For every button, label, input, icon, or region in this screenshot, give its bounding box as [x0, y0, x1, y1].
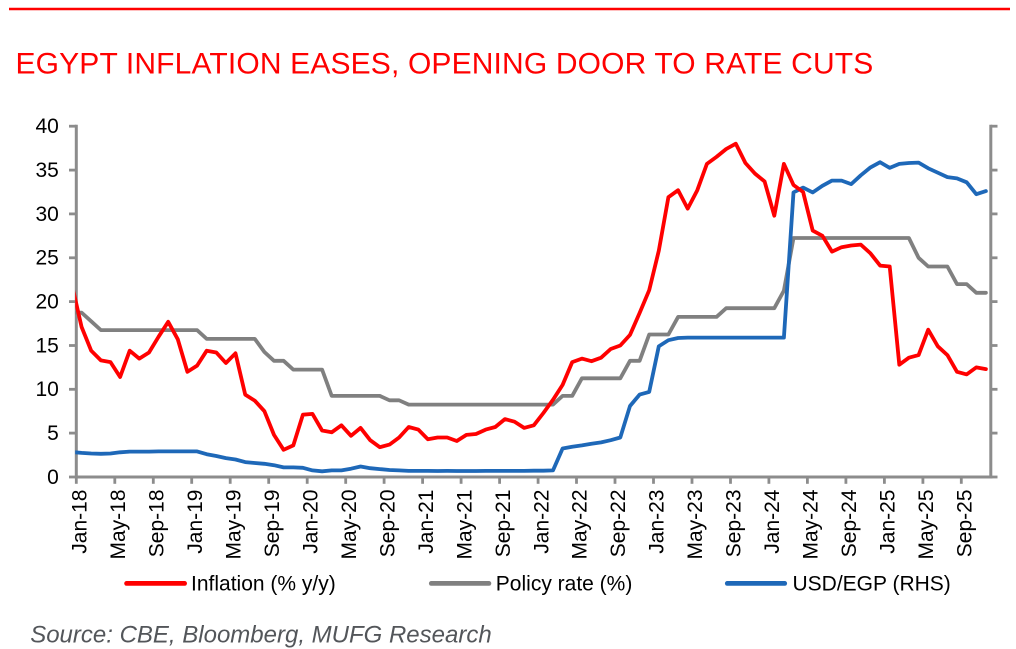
svg-text:Jan-20: Jan-20 [299, 490, 322, 554]
svg-text:EGYPT INFLATION EASES, OPENING: EGYPT INFLATION EASES, OPENING DOOR TO R… [16, 48, 874, 81]
svg-text:Sep-18: Sep-18 [146, 490, 169, 558]
svg-text:0: 0 [47, 466, 59, 489]
svg-text:May-22: May-22 [569, 490, 592, 560]
svg-text:Inflation (% y/y): Inflation (% y/y) [191, 573, 336, 596]
svg-text:Jan-19: Jan-19 [184, 490, 207, 554]
svg-text:Source: CBE, Bloomberg, MUFG R: Source: CBE, Bloomberg, MUFG Research [30, 622, 492, 649]
svg-text:10: 10 [35, 378, 58, 401]
svg-text:15: 15 [35, 334, 58, 357]
svg-text:20: 20 [35, 291, 58, 314]
svg-text:30: 30 [35, 203, 58, 226]
svg-text:May-25: May-25 [915, 490, 938, 560]
svg-text:Jan-21: Jan-21 [415, 490, 438, 554]
svg-text:May-24: May-24 [800, 489, 823, 559]
svg-text:USD/EGP (RHS): USD/EGP (RHS) [793, 573, 951, 596]
svg-text:Sep-21: Sep-21 [492, 490, 515, 558]
svg-text:5: 5 [47, 422, 59, 445]
svg-text:Policy rate (%): Policy rate (%) [496, 573, 633, 596]
svg-text:Jan-22: Jan-22 [530, 490, 553, 554]
svg-text:May-20: May-20 [338, 490, 361, 560]
svg-text:Sep-23: Sep-23 [723, 490, 746, 558]
svg-text:May-23: May-23 [684, 490, 707, 560]
svg-text:Jan-18: Jan-18 [69, 490, 92, 554]
svg-text:Sep-24: Sep-24 [838, 489, 861, 557]
svg-text:40: 40 [35, 115, 58, 138]
svg-text:May-21: May-21 [453, 490, 476, 560]
svg-text:Jan-25: Jan-25 [877, 490, 900, 554]
svg-text:Sep-19: Sep-19 [261, 490, 284, 558]
svg-text:Sep-20: Sep-20 [376, 490, 399, 558]
svg-text:May-18: May-18 [107, 490, 130, 560]
svg-text:Sep-22: Sep-22 [607, 490, 630, 558]
svg-text:Jan-24: Jan-24 [761, 489, 784, 554]
svg-text:Sep-25: Sep-25 [954, 490, 977, 558]
svg-text:25: 25 [35, 247, 58, 270]
svg-text:Jan-23: Jan-23 [646, 490, 669, 554]
svg-text:May-19: May-19 [222, 490, 245, 560]
svg-text:35: 35 [35, 159, 58, 182]
